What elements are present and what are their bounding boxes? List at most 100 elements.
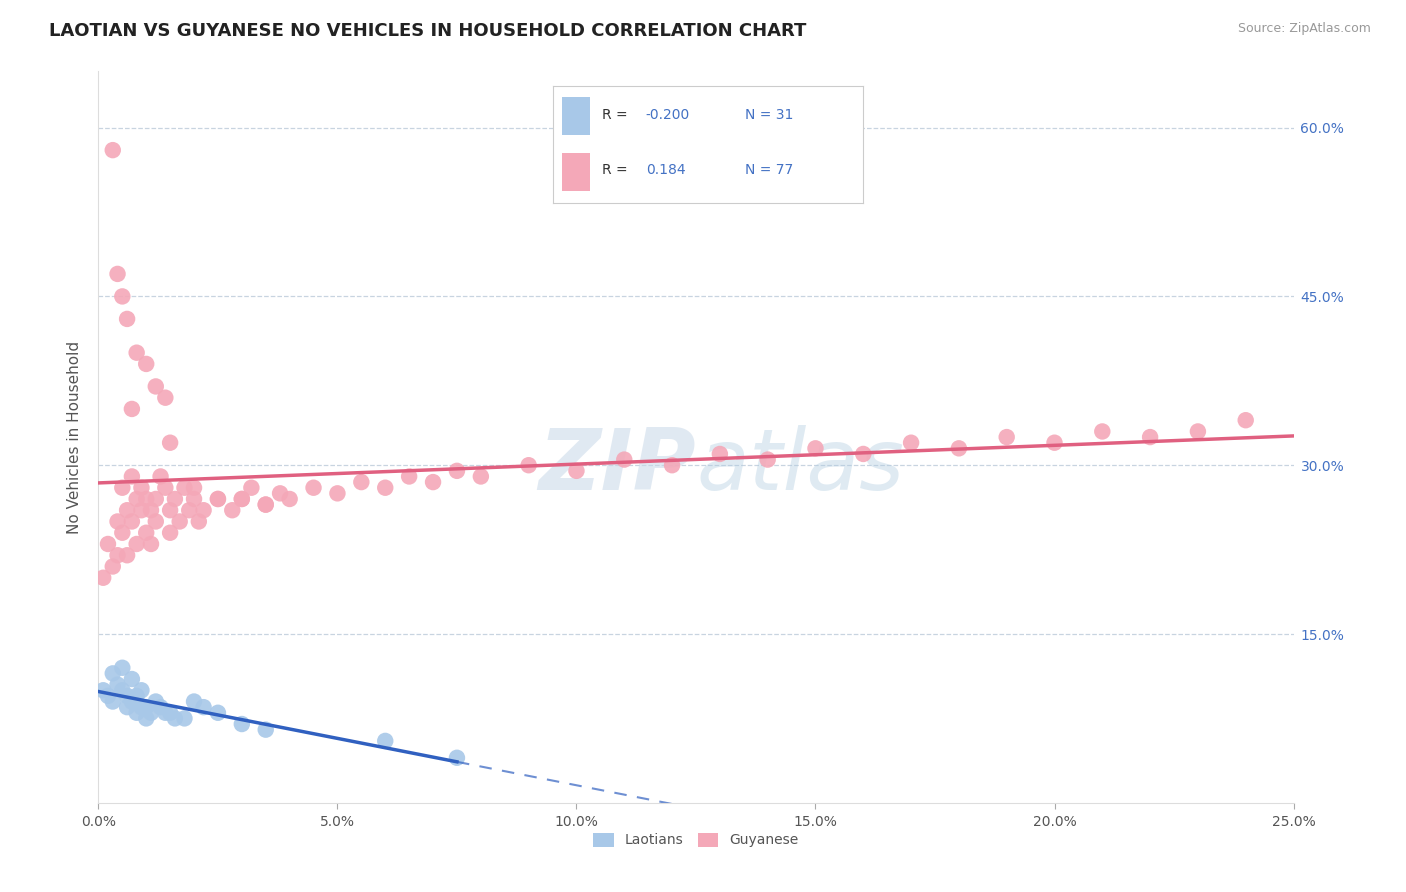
Point <box>350 475 373 489</box>
Point <box>207 491 229 506</box>
Point <box>145 491 167 506</box>
Text: Source: ZipAtlas.com: Source: ZipAtlas.com <box>1237 22 1371 36</box>
Point <box>131 683 153 698</box>
Point <box>111 525 134 540</box>
Point <box>193 503 215 517</box>
Point <box>231 491 253 506</box>
Point <box>135 711 157 725</box>
Point <box>254 498 277 512</box>
Point <box>101 143 124 157</box>
Point <box>139 537 162 551</box>
Point <box>97 537 120 551</box>
Point <box>374 734 396 748</box>
Point <box>125 689 148 703</box>
Point <box>163 491 186 506</box>
Point <box>207 491 229 506</box>
Point <box>159 503 181 517</box>
Point <box>125 491 148 506</box>
Point <box>107 548 129 562</box>
Point <box>91 683 114 698</box>
Point <box>470 469 492 483</box>
Point <box>145 379 167 393</box>
Point <box>374 481 396 495</box>
Point <box>135 525 157 540</box>
Point <box>948 442 970 456</box>
Point <box>613 452 636 467</box>
Point <box>709 447 731 461</box>
Point <box>155 391 177 405</box>
Point <box>565 464 588 478</box>
Point <box>183 491 205 506</box>
Point <box>121 515 143 529</box>
Point <box>115 700 138 714</box>
Point <box>422 475 444 489</box>
Point <box>155 481 177 495</box>
Point <box>135 357 157 371</box>
Point <box>398 469 420 483</box>
Point <box>125 345 148 359</box>
Point <box>804 442 827 456</box>
Point <box>254 723 277 737</box>
Point <box>111 481 134 495</box>
Point <box>121 672 143 686</box>
Point <box>183 694 205 708</box>
Point <box>111 661 134 675</box>
Point <box>111 683 134 698</box>
Point <box>107 267 129 281</box>
Point <box>326 486 349 500</box>
Point <box>131 481 153 495</box>
Point <box>101 694 124 708</box>
Point <box>302 481 325 495</box>
Point <box>145 694 167 708</box>
Point <box>135 700 157 714</box>
Point <box>155 706 177 720</box>
Point <box>852 447 875 461</box>
Point <box>254 498 277 512</box>
Point <box>207 706 229 720</box>
Point <box>139 503 162 517</box>
Point <box>115 548 138 562</box>
Point <box>135 491 157 506</box>
Point <box>115 312 138 326</box>
Point <box>97 689 120 703</box>
Point <box>240 481 263 495</box>
Y-axis label: No Vehicles in Household: No Vehicles in Household <box>66 341 82 533</box>
Point <box>1043 435 1066 450</box>
Point <box>159 706 181 720</box>
Point <box>115 689 138 703</box>
Point <box>125 537 148 551</box>
Point <box>139 706 162 720</box>
Point <box>179 503 201 517</box>
Point <box>121 469 143 483</box>
Point <box>107 515 129 529</box>
Text: atlas: atlas <box>696 425 904 508</box>
Point <box>107 678 129 692</box>
Point <box>163 711 186 725</box>
Point <box>1187 425 1209 439</box>
Point <box>111 289 134 303</box>
Point <box>995 430 1018 444</box>
Point <box>756 452 779 467</box>
Point <box>149 700 172 714</box>
Text: ZIP: ZIP <box>538 425 696 508</box>
Point <box>115 503 138 517</box>
Point <box>231 491 253 506</box>
Point <box>125 706 148 720</box>
Point <box>661 458 683 473</box>
Point <box>101 666 124 681</box>
Point <box>121 401 143 416</box>
Point <box>231 717 253 731</box>
Text: LAOTIAN VS GUYANESE NO VEHICLES IN HOUSEHOLD CORRELATION CHART: LAOTIAN VS GUYANESE NO VEHICLES IN HOUSE… <box>49 22 807 40</box>
Point <box>145 515 167 529</box>
Point <box>446 464 468 478</box>
Point <box>101 559 124 574</box>
Point <box>159 525 181 540</box>
Point <box>187 515 209 529</box>
Point <box>193 700 215 714</box>
Point <box>1139 430 1161 444</box>
Point <box>149 469 172 483</box>
Point <box>269 486 291 500</box>
Point <box>91 571 114 585</box>
Point <box>169 515 191 529</box>
Point <box>173 481 195 495</box>
